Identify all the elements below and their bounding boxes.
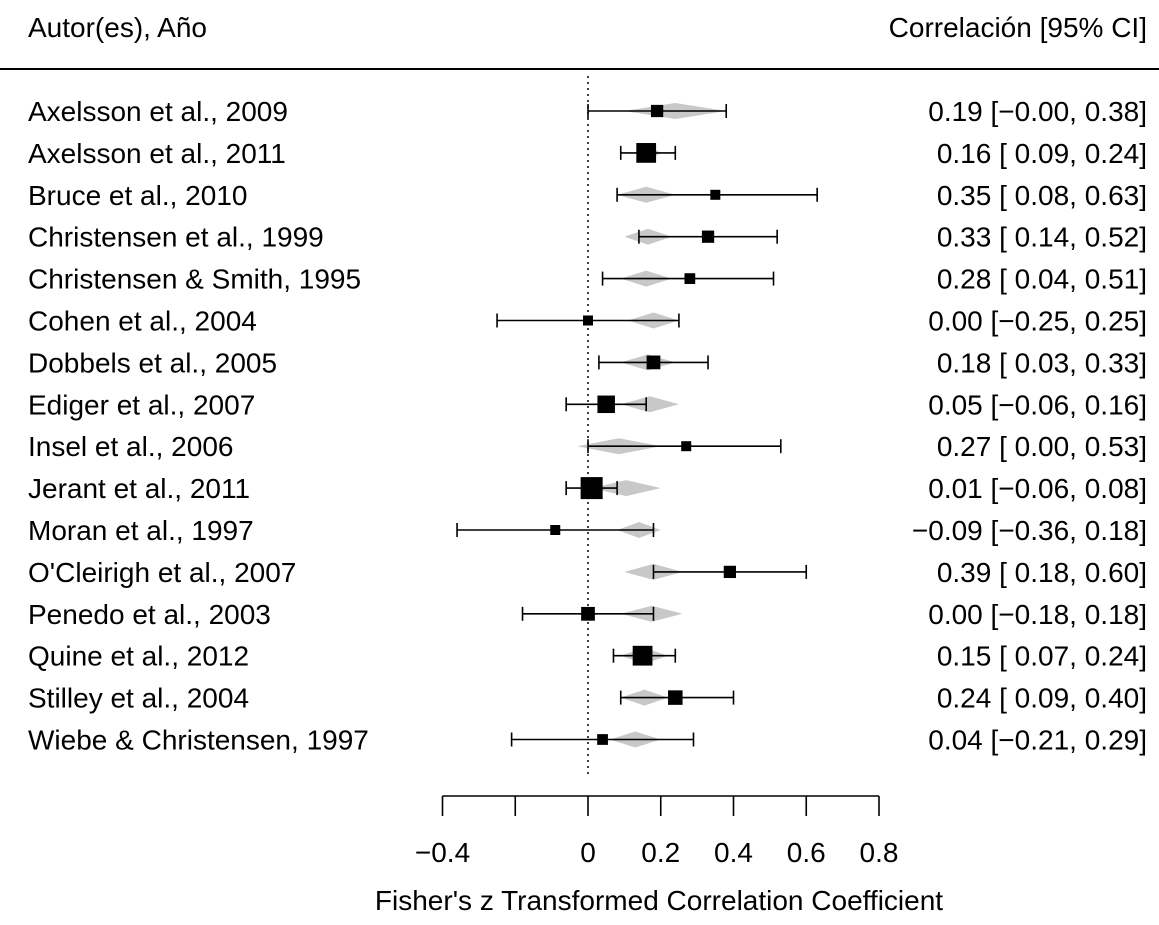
x-tick-label: 0.2 <box>641 837 680 868</box>
study-label: Ediger et al., 2007 <box>28 389 255 420</box>
point-estimate <box>681 441 692 452</box>
point-estimate <box>710 189 721 200</box>
correlation-value: 0.00 [−0.25, 0.25] <box>928 306 1147 337</box>
x-axis-label: Fisher's z Transformed Correlation Coeff… <box>375 885 943 916</box>
study-label: Stilley et al., 2004 <box>28 683 249 714</box>
correlation-value: −0.09 [−0.36, 0.18] <box>912 515 1147 546</box>
study-rows: Axelsson et al., 2009 0.19 [−0.00, 0.38]A… <box>28 76 1147 778</box>
point-estimate <box>632 645 653 666</box>
study-row: Jerant et al., 2011 0.01 [−0.06, 0.08] <box>28 473 1147 504</box>
correlation-value: 0.04 [−0.21, 0.29] <box>928 725 1147 756</box>
correlation-value: 0.01 [−0.06, 0.08] <box>928 473 1147 504</box>
study-row: Ediger et al., 2007 0.05 [−0.06, 0.16] <box>28 389 1147 420</box>
study-row: Dobbels et al., 2005 0.18 [ 0.03, 0.33] <box>28 347 1147 378</box>
correlation-value: 0.19 [−0.00, 0.38] <box>928 96 1147 127</box>
correlation-ci-header: Correlación [95% CI] <box>889 12 1147 43</box>
study-label: Penedo et al., 2003 <box>28 599 271 630</box>
study-label: Insel et al., 2006 <box>28 431 233 462</box>
study-row: Bruce et al., 2010 0.35 [ 0.08, 0.63] <box>28 180 1147 211</box>
study-label: Quine et al., 2012 <box>28 641 249 672</box>
x-tick-label: −0.4 <box>415 837 470 868</box>
study-label: Axelsson et al., 2011 <box>28 138 286 169</box>
correlation-value: 0.16 [ 0.09, 0.24] <box>937 138 1147 169</box>
x-tick-label: 0.6 <box>787 837 826 868</box>
correlation-value: 0.35 [ 0.08, 0.63] <box>937 180 1147 211</box>
study-label: Bruce et al., 2010 <box>28 180 247 211</box>
study-row: Christensen et al., 1999 0.33 [ 0.14, 0.5… <box>28 222 1147 253</box>
point-estimate <box>668 690 683 705</box>
point-estimate <box>597 395 615 414</box>
point-estimate <box>701 230 715 243</box>
correlation-value: 0.00 [−0.18, 0.18] <box>928 599 1147 630</box>
study-row: Axelsson et al., 2011 0.16 [ 0.09, 0.24] <box>28 138 1147 169</box>
point-estimate <box>646 355 661 370</box>
study-row: Cohen et al., 2004 0.00 [−0.25, 0.25] <box>28 306 1147 337</box>
point-estimate <box>723 565 736 579</box>
study-label: O'Cleirigh et al., 2007 <box>28 557 296 588</box>
point-estimate <box>684 273 696 284</box>
study-label: Wiebe & Christensen, 1997 <box>28 725 369 756</box>
study-label: Cohen et al., 2004 <box>28 306 257 337</box>
correlation-value: 0.05 [−0.06, 0.16] <box>928 389 1147 420</box>
point-estimate <box>581 606 595 621</box>
point-estimate <box>597 734 608 745</box>
study-label: Moran et al., 1997 <box>28 515 254 546</box>
x-tick-label: 0.4 <box>714 837 753 868</box>
x-tick-label: 0.8 <box>860 837 899 868</box>
correlation-value: 0.15 [ 0.07, 0.24] <box>937 641 1147 672</box>
point-estimate <box>636 143 657 163</box>
study-label: Christensen & Smith, 1995 <box>28 264 361 295</box>
study-row: Christensen & Smith, 1995 0.28 [ 0.04, 0.… <box>28 264 1147 295</box>
study-label: Jerant et al., 2011 <box>28 473 250 504</box>
prediction-diamond <box>591 480 661 497</box>
point-estimate <box>650 104 664 118</box>
study-label: Christensen et al., 1999 <box>28 222 324 253</box>
study-label: Axelsson et al., 2009 <box>28 96 288 127</box>
study-row: Insel et al., 2006 0.27 [ 0.00, 0.53] <box>28 431 1147 462</box>
correlation-value: 0.28 [ 0.04, 0.51] <box>937 264 1147 295</box>
author-year-header: Autor(es), Año <box>28 12 207 43</box>
point-estimate <box>580 477 603 500</box>
study-row: Wiebe & Christensen, 1997 0.04 [−0.21, 0.… <box>28 725 1147 756</box>
correlation-value: 0.24 [ 0.09, 0.40] <box>937 683 1147 714</box>
study-label: Dobbels et al., 2005 <box>28 347 277 378</box>
correlation-value: 0.39 [ 0.18, 0.60] <box>937 557 1147 588</box>
study-row: O'Cleirigh et al., 2007 0.39 [ 0.18, 0.60… <box>28 557 1147 588</box>
correlation-value: 0.27 [ 0.00, 0.53] <box>937 431 1147 462</box>
correlation-value: 0.33 [ 0.14, 0.52] <box>937 222 1147 253</box>
x-axis: −0.4 0 0.2 0.4 0.6 0.8 <box>415 795 899 868</box>
prediction-diamond <box>620 396 679 413</box>
study-row: Penedo et al., 2003 0.00 [−0.18, 0.18] <box>28 599 1147 630</box>
point-estimate <box>583 315 593 326</box>
x-tick-label: 0 <box>580 837 596 868</box>
study-row: Stilley et al., 2004 0.24 [ 0.09, 0.40] <box>28 683 1147 714</box>
study-row: Axelsson et al., 2009 0.19 [−0.00, 0.38] <box>28 96 1147 127</box>
correlation-value: 0.18 [ 0.03, 0.33] <box>937 347 1147 378</box>
point-estimate <box>550 525 561 535</box>
study-row: Moran et al., 1997 −0.09 [−0.36, 0.18] <box>28 515 1147 546</box>
study-row: Quine et al., 2012 0.15 [ 0.07, 0.24] <box>28 641 1147 672</box>
